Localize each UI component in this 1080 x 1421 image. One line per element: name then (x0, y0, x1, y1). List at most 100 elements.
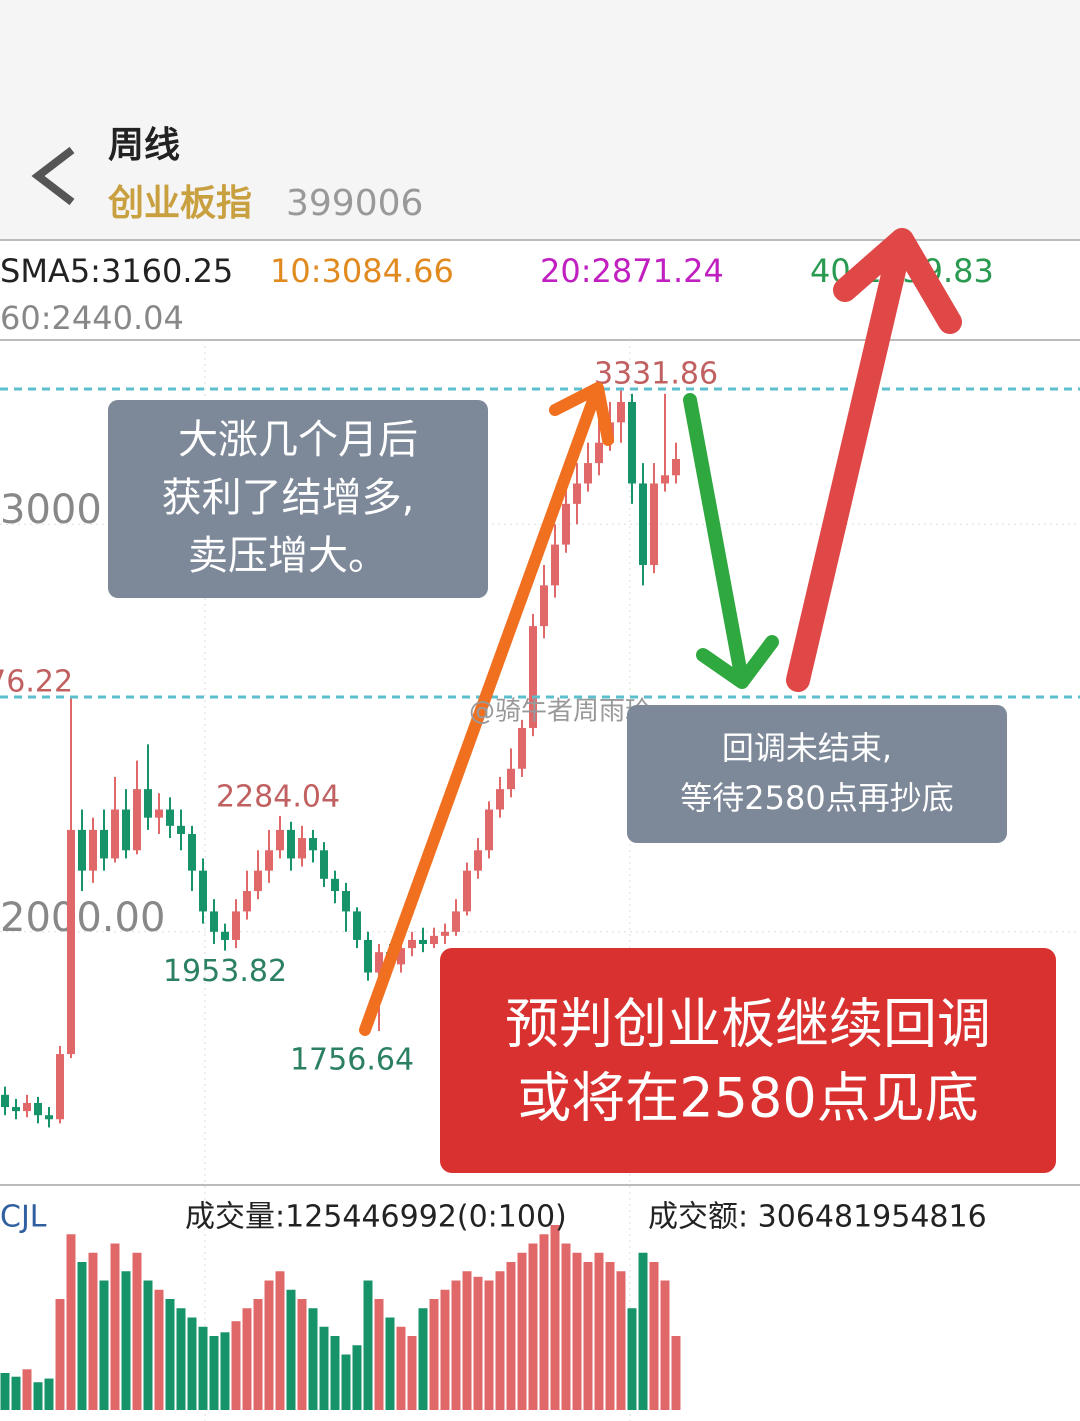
price-label: 1756.64 (290, 1042, 414, 1077)
volume-bar (0, 1373, 10, 1410)
volume-bar (121, 1271, 131, 1410)
arrow-up-red (786, 228, 962, 692)
volume-bar (33, 1382, 43, 1410)
candle-body (122, 809, 130, 851)
volume-bar (462, 1271, 472, 1410)
candle-body (155, 809, 163, 818)
volume-bar (176, 1308, 186, 1410)
candle-body (430, 935, 438, 945)
candle-body (551, 544, 559, 586)
candle-body (1, 1094, 9, 1108)
price-label: 1953.82 (163, 954, 287, 989)
volume-bar (605, 1262, 615, 1410)
candle-body (639, 483, 647, 565)
ma-indicator: SMA5:3160.25 (0, 252, 233, 290)
ma-indicator: 10:3084.66 (270, 252, 454, 290)
candle-body (496, 789, 504, 810)
candle-body (595, 442, 603, 464)
candle-body (34, 1102, 42, 1116)
volume-bar (594, 1252, 604, 1410)
volume-bar (308, 1308, 318, 1410)
stock-code: 399006 (286, 183, 423, 224)
candle-body (100, 829, 108, 859)
volume-bar (352, 1345, 362, 1410)
volume-bar (110, 1243, 120, 1410)
page-title: 周线 (108, 125, 180, 166)
candle-body (56, 1054, 64, 1120)
candle-body (254, 870, 262, 892)
price-chart: 2000.00 3000 3331.86 2576.22 2284.04 1953.82 1… (0, 356, 1080, 1410)
volume-label: CJL (0, 1200, 47, 1235)
volume-bar (396, 1326, 406, 1410)
volume-bar (572, 1252, 582, 1410)
candle-body (562, 503, 570, 545)
candle-body (78, 829, 86, 871)
volume-bar (616, 1271, 626, 1410)
candle-body (672, 459, 680, 476)
header-bg (0, 0, 1080, 240)
candle-body (441, 931, 449, 936)
candle-body (485, 809, 493, 851)
back-button[interactable] (31, 146, 75, 206)
volume-bar (506, 1262, 516, 1410)
volume-bar (627, 1308, 637, 1410)
candle-body (276, 829, 284, 851)
candle-body (650, 483, 658, 565)
volume-bar (77, 1262, 87, 1410)
candle-body (661, 475, 669, 484)
candle-body (265, 850, 273, 871)
volume-bar (517, 1252, 527, 1410)
note-text: 回调未结束, (722, 729, 892, 767)
candle-body (133, 789, 141, 851)
candle-body (210, 911, 218, 932)
candle-body (243, 891, 251, 912)
note-text: 预判创业板继续回调 (505, 993, 991, 1056)
volume-bar (561, 1243, 571, 1410)
volume-bar (209, 1336, 219, 1410)
candle-body (397, 948, 405, 965)
volume-text: 成交量:125446992(0:100) (185, 1200, 567, 1235)
volume-bar (495, 1271, 505, 1410)
volume-bar (407, 1336, 417, 1410)
candle-body (287, 829, 295, 859)
candle-body (375, 952, 383, 973)
note-text: 等待2580点再抄底 (680, 779, 953, 817)
note-text: 或将在2580点见底 (517, 1067, 978, 1130)
candle-body (573, 483, 581, 504)
price-label: 2284.04 (216, 780, 340, 815)
candle-body (144, 789, 152, 818)
volume-bar (583, 1262, 593, 1410)
volume-bar (198, 1326, 208, 1410)
ma-indicator: 60:2440.04 (0, 299, 184, 337)
volume-bar (88, 1252, 98, 1410)
volume-bar (374, 1299, 384, 1410)
candle-body (342, 891, 350, 912)
candle-body (628, 401, 636, 484)
candle-body (353, 911, 361, 940)
volume-bar (242, 1308, 252, 1410)
note-text: 大涨几个月后 (178, 417, 418, 463)
volume-bar (528, 1243, 538, 1410)
candle-body (199, 870, 207, 912)
volume-bar (165, 1299, 175, 1410)
candle-body (166, 809, 174, 826)
arrow-up-orange (359, 382, 614, 1036)
amount-text: 成交额: 306481954816 (648, 1200, 987, 1235)
volume-bar (638, 1252, 648, 1410)
candle-body (67, 829, 75, 1055)
volume-bar (451, 1280, 461, 1410)
volume-bar (286, 1289, 296, 1410)
candle-body (232, 911, 240, 940)
volume-bar (231, 1321, 241, 1410)
candle-body (23, 1102, 31, 1112)
volume-bar (154, 1289, 164, 1410)
candle-body (12, 1107, 20, 1112)
candle-body (45, 1115, 53, 1120)
y-tick-label: 2000.00 (0, 895, 165, 941)
volume-bar (484, 1280, 494, 1410)
candle-body (221, 931, 229, 940)
volume-bar (385, 1317, 395, 1410)
note-box (627, 705, 1007, 843)
